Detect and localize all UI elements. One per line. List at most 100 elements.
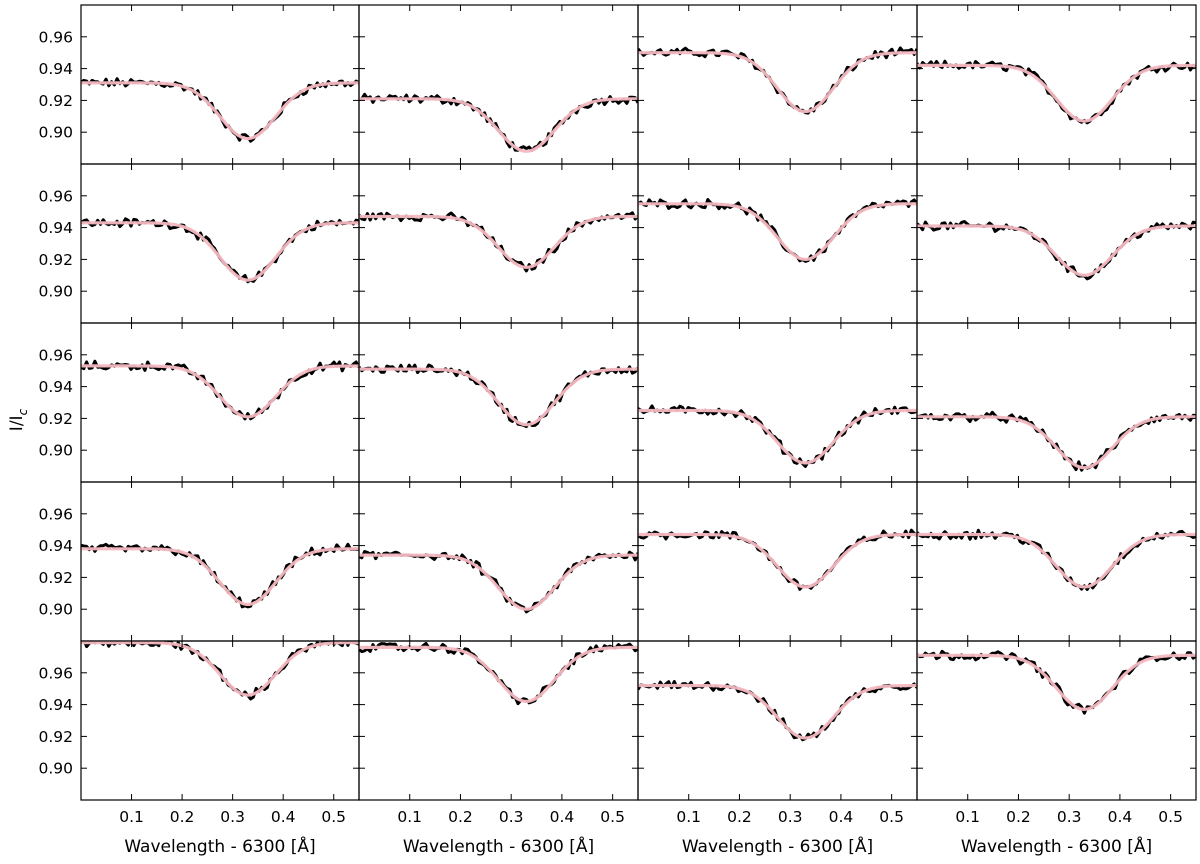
panel-frame <box>358 481 639 642</box>
y-tick-label: 0.94 <box>38 696 73 714</box>
x-tick-label: 0.4 <box>550 808 575 826</box>
panel-frame <box>80 163 360 324</box>
panel-plot-area <box>359 363 638 429</box>
panel-r5-c4 <box>916 640 1197 801</box>
x-tick-label: 0.2 <box>727 808 752 826</box>
panel-r1-c4 <box>916 4 1197 165</box>
panel-plot-area <box>81 542 359 609</box>
observed-profile-line <box>359 641 638 706</box>
x-axis-label: Wavelength - 6300 [Å] <box>961 835 1152 857</box>
panel-plot-area <box>638 404 917 468</box>
panel-plot-area <box>917 220 1196 281</box>
panel-frame <box>80 322 360 483</box>
x-axis-labels: Wavelength - 6300 [Å] Wavelength - 6300 [… <box>124 835 1152 857</box>
fit-profile-line <box>81 641 359 697</box>
panel-plot-area <box>917 59 1196 125</box>
panel-plot-area <box>359 550 638 614</box>
panel-frame <box>916 4 1197 165</box>
observed-profile-line <box>81 359 359 421</box>
panel-r4-c3 <box>637 481 918 642</box>
fit-profile-line <box>359 645 638 704</box>
x-axis-label: Wavelength - 6300 [Å] <box>682 835 873 857</box>
y-tick-label: 0.92 <box>38 569 73 587</box>
x-axis-label: Wavelength - 6300 [Å] <box>403 835 594 857</box>
y-tick-label: 0.96 <box>38 187 73 205</box>
y-axis-label-subscript: c <box>16 408 30 415</box>
y-tick-label: 0.92 <box>38 92 73 110</box>
panel-r4-c1 <box>80 481 360 642</box>
x-tick-label: 0.3 <box>499 808 524 826</box>
observed-profile-line <box>359 550 638 614</box>
observed-profile-line <box>359 363 638 429</box>
panel-r5-c3 <box>637 640 918 801</box>
panel-frame <box>637 481 918 642</box>
fit-profile-line <box>81 81 359 141</box>
fit-profile-line <box>81 547 359 607</box>
y-tick-label: 0.96 <box>38 505 73 523</box>
fit-profile-line <box>917 415 1196 470</box>
observed-profile-line <box>638 198 917 263</box>
observed-profile-line <box>359 211 638 273</box>
panel-r3-c3 <box>637 322 918 483</box>
panel-r1-c2 <box>358 4 639 165</box>
panels <box>80 4 1197 801</box>
fit-profile-line <box>359 367 638 427</box>
panel-frame <box>358 4 639 165</box>
fit-profile-line <box>638 683 917 740</box>
panel-r2-c1 <box>80 163 360 324</box>
panel-plot-area <box>359 211 638 273</box>
panel-frame <box>916 640 1197 801</box>
x-axis-label: Wavelength - 6300 [Å] <box>124 835 315 857</box>
y-tick-label: 0.90 <box>38 601 73 619</box>
x-tick-label: 0.5 <box>321 808 346 826</box>
x-tick-label: 0.5 <box>1158 808 1183 826</box>
x-tick-label: 0.3 <box>1057 808 1082 826</box>
observed-profile-line <box>917 410 1196 472</box>
panel-frame <box>637 4 918 165</box>
panel-frame <box>916 481 1197 642</box>
fit-profile-line <box>917 63 1196 123</box>
panel-frame <box>80 481 360 642</box>
observed-profile-line <box>81 641 359 701</box>
x-tick-label: 0.3 <box>220 808 245 826</box>
y-tick-label: 0.90 <box>38 442 73 460</box>
x-tick-label: 0.1 <box>397 808 422 826</box>
x-tick-label: 0.4 <box>829 808 854 826</box>
panel-frame <box>916 163 1197 324</box>
y-tick-labels: 0.96 0.94 0.92 0.90 0.96 0.94 0.92 0.90 0.96 0.94… <box>38 28 73 777</box>
panel-r1-c1 <box>80 4 360 165</box>
panel-r4-c4 <box>916 481 1197 642</box>
x-tick-label: 0.2 <box>1006 808 1031 826</box>
x-tick-label: 0.4 <box>271 808 296 826</box>
y-tick-label: 0.90 <box>38 760 73 778</box>
panel-plot-area <box>81 77 359 143</box>
observed-profile-line <box>917 59 1196 125</box>
fit-profile-line <box>917 532 1196 589</box>
panel-plot-area <box>359 92 638 153</box>
y-tick-label: 0.92 <box>38 728 73 746</box>
panel-r4-c2 <box>358 481 639 642</box>
panel-plot-area <box>81 359 359 421</box>
panel-r3-c4 <box>916 322 1197 483</box>
observed-profile-line <box>81 77 359 143</box>
panel-frame <box>80 640 360 801</box>
observed-profile-line <box>638 46 917 115</box>
observed-profile-line <box>638 680 917 742</box>
panel-frame <box>637 322 918 483</box>
panel-r1-c3 <box>637 4 918 165</box>
y-tick-label: 0.90 <box>38 283 73 301</box>
panel-frame <box>916 322 1197 483</box>
observed-profile-line <box>638 528 917 591</box>
panel-r3-c1 <box>80 322 360 483</box>
panel-plot-area <box>917 410 1196 472</box>
y-tick-label: 0.94 <box>38 60 73 78</box>
y-tick-label: 0.96 <box>38 28 73 46</box>
y-tick-label: 0.92 <box>38 410 73 428</box>
y-axis-label-main: I/I <box>7 415 27 431</box>
observed-profile-line <box>638 404 917 468</box>
observed-profile-line <box>917 528 1196 591</box>
panel-plot-area <box>638 198 917 263</box>
panel-plot-area <box>359 641 638 706</box>
observed-profile-line <box>917 220 1196 281</box>
fit-profile-line <box>359 553 638 611</box>
